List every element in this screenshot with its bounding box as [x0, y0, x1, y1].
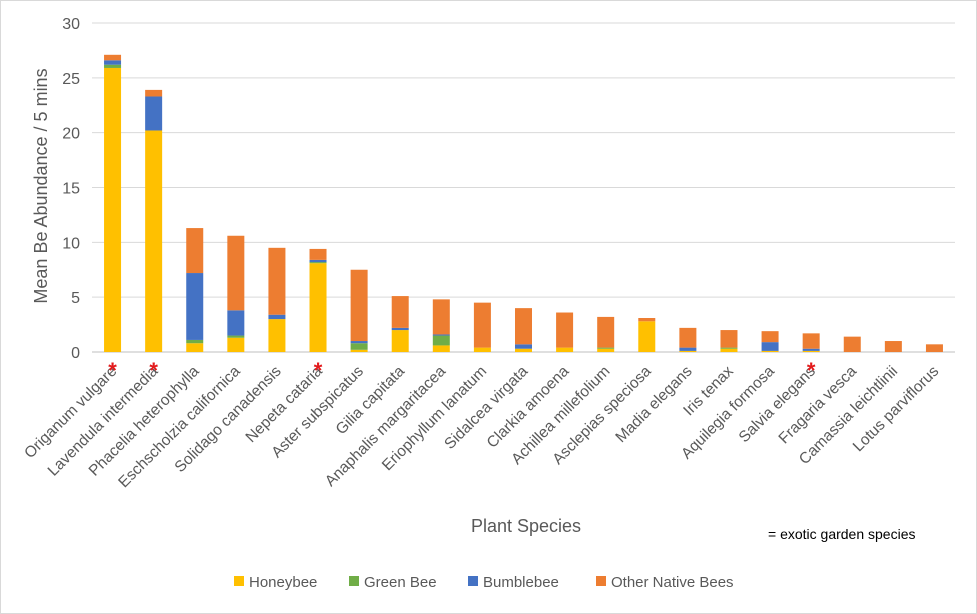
y-tick-label: 10	[62, 235, 80, 252]
bar-segment	[432, 345, 450, 352]
bar-segment	[556, 312, 574, 348]
bar-segment	[473, 302, 491, 348]
bar-segment	[761, 342, 779, 351]
bar-segment	[186, 228, 204, 274]
bar-segment	[104, 64, 122, 68]
bar-segment	[473, 347, 491, 352]
exotic-marker: *	[807, 358, 816, 383]
legend-swatch	[468, 576, 478, 586]
legend-swatch	[349, 576, 359, 586]
exotic-note: = exotic garden species	[768, 526, 915, 542]
legend: Honeybee Green Bee Bumblebee Other Native B…	[234, 574, 734, 591]
bar-segment	[597, 348, 615, 352]
bar-segment	[802, 350, 820, 352]
bar-segment	[104, 67, 122, 353]
bar-segment	[227, 235, 245, 311]
bar-segment	[104, 54, 122, 61]
y-tick-label: 25	[62, 71, 80, 88]
exotic-marker: *	[108, 358, 117, 383]
legend-label: Honeybee	[249, 574, 317, 591]
legend-swatch	[596, 576, 606, 586]
bar-segment	[268, 319, 286, 352]
bar-segment	[720, 347, 738, 349]
y-tick-label: 5	[71, 290, 80, 307]
legend-label: Bumblebee	[483, 574, 559, 591]
bar-segment	[515, 344, 532, 349]
exotic-marker: *	[314, 358, 323, 383]
y-tick-label: 20	[62, 126, 80, 143]
exotic-marker: *	[149, 358, 158, 383]
x-axis-title: Plant Species	[471, 516, 581, 536]
bar-segment	[350, 349, 368, 352]
bar-segment	[309, 262, 327, 264]
y-tick-label: 30	[62, 16, 80, 33]
bar-segment	[145, 89, 163, 97]
bars	[104, 54, 943, 353]
bar-segment	[350, 269, 368, 342]
bar-segment	[720, 348, 738, 352]
bar-segment	[802, 333, 820, 349]
bar-segment	[104, 60, 122, 65]
bar-segment	[556, 347, 574, 352]
bar-segment	[309, 263, 327, 352]
bar-segment	[227, 335, 245, 338]
bar-segment	[432, 299, 450, 335]
bar-segment	[268, 314, 286, 320]
bar-segment	[227, 310, 245, 336]
bar-segment	[391, 327, 409, 331]
bar-segment	[843, 336, 861, 352]
bar-segment	[515, 348, 532, 352]
bar-segment	[309, 248, 327, 260]
y-tick-label: 15	[62, 181, 80, 198]
bar-segment	[720, 330, 738, 348]
legend-swatch	[234, 576, 244, 586]
bar-segment	[391, 296, 409, 328]
bar-segment	[227, 337, 245, 352]
bar-segment	[350, 341, 368, 344]
bar-segment	[761, 350, 779, 352]
bar-segment	[638, 318, 656, 322]
bar-segment	[145, 130, 163, 352]
bar-segment	[679, 327, 697, 348]
bar-segment	[515, 308, 532, 345]
bar-segment	[145, 96, 163, 131]
bar-segment	[186, 273, 204, 340]
bar-segment	[186, 343, 204, 352]
bar-segment	[268, 247, 286, 315]
bar-segment	[802, 348, 820, 351]
bar-segment	[925, 344, 943, 352]
bar-segment	[679, 350, 697, 352]
legend-label: Other Native Bees	[611, 574, 734, 591]
y-tick-labels: 0 5 10 15 20 25 30	[62, 16, 80, 362]
bar-segment	[432, 335, 450, 346]
bar-segment	[432, 334, 450, 336]
bar-segment	[391, 330, 409, 352]
y-axis-title: Mean Be Abundance / 5 mins	[31, 68, 51, 303]
bar-segment	[884, 341, 902, 352]
bar-segment	[638, 321, 656, 352]
y-tick-label: 0	[71, 345, 80, 362]
bar-segment	[350, 343, 368, 350]
bar-segment	[597, 316, 615, 348]
bar-segment	[186, 339, 204, 344]
bar-segment	[761, 331, 779, 343]
bar-segment	[679, 347, 697, 351]
bar-segment	[597, 347, 615, 349]
bar-segment	[309, 259, 327, 263]
exotic-markers: * * * *	[108, 358, 816, 383]
gridlines	[92, 22, 955, 353]
legend-label: Green Bee	[364, 574, 437, 591]
